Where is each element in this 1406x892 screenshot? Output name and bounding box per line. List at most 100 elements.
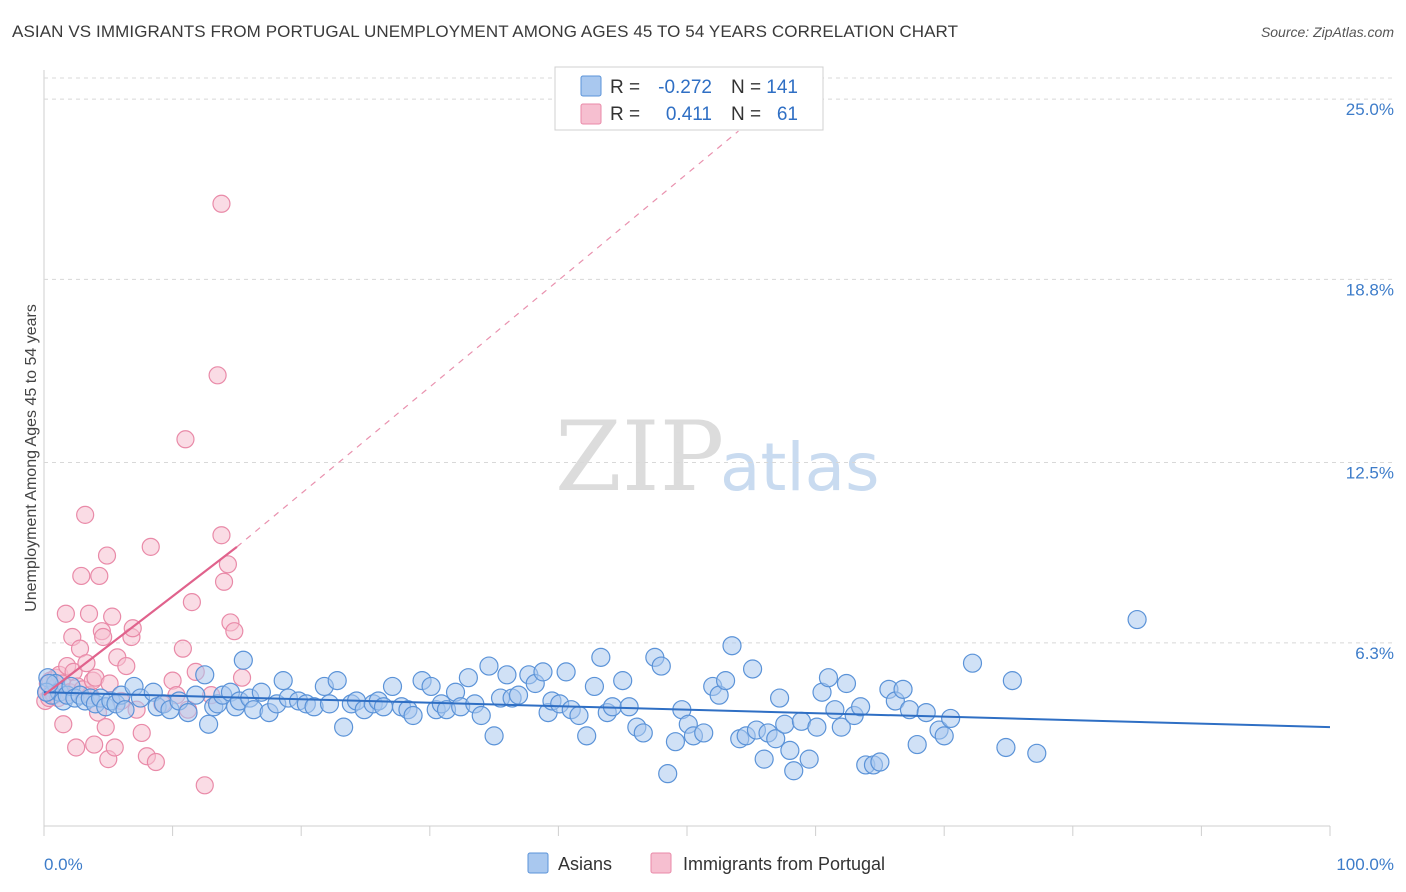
portugal-point (212, 526, 231, 545)
asian-point (775, 714, 795, 734)
asian-point (1127, 609, 1147, 630)
asian-point (870, 752, 890, 772)
asian-point (577, 726, 597, 746)
portugal-point (173, 639, 192, 658)
asian-point (799, 749, 819, 769)
asian-point (694, 723, 714, 743)
legend-r-label-1: R = (610, 77, 640, 98)
portugal-point (225, 622, 244, 641)
asian-point (533, 662, 553, 682)
chart-title: ASIAN VS IMMIGRANTS FROM PORTUGAL UNEMPL… (12, 22, 959, 41)
legend-n-value-2: 61 (777, 104, 798, 125)
legend-swatch-portugal (580, 103, 602, 125)
portugal-point (97, 546, 117, 565)
legend-r-value-1: -0.272 (658, 77, 712, 98)
asian-point (996, 737, 1016, 758)
legend-r-label-2: R = (610, 104, 640, 125)
asian-point (766, 729, 786, 749)
x-tick-marks (43, 826, 1331, 836)
portugal-point (132, 723, 151, 743)
asian-point (199, 714, 219, 734)
portugal-point (56, 604, 75, 623)
portugal-point (232, 668, 252, 687)
watermark-atlas: atlas (720, 429, 880, 506)
portugal-point (103, 607, 122, 626)
asian-point (251, 682, 271, 702)
legend-n-value-1: 141 (766, 77, 798, 98)
y-tick-label: 12.5% (1346, 464, 1394, 483)
portugal-point (208, 366, 227, 385)
asian-point (836, 673, 857, 694)
asian-point (754, 749, 774, 769)
asian-point (851, 697, 871, 717)
asian-point (934, 726, 954, 746)
trendlines (43, 130, 1331, 729)
asian-point (115, 700, 135, 720)
asian-point (233, 650, 253, 670)
portugal-point (176, 430, 195, 449)
asian-point (273, 671, 293, 691)
asian-point (1027, 743, 1047, 763)
asian-point (178, 702, 198, 723)
legend-n-label-1: N = (731, 77, 761, 98)
portugal-point (76, 505, 95, 524)
series-legend-label-asian: Asians (558, 854, 612, 874)
y-axis-label: Unemployment Among Ages 45 to 54 years (23, 304, 40, 612)
asian-point (769, 688, 790, 708)
portugal-point (182, 593, 201, 612)
asian-trendline (43, 691, 1331, 729)
y-tick-label: 6.3% (1355, 644, 1394, 663)
asian-point (633, 723, 653, 743)
portugal-trendline (43, 545, 238, 697)
asian-point (665, 732, 686, 752)
y-tick-labels: 6.3% 12.5% 18.8% 25.0% (1346, 100, 1394, 663)
asian-point (1002, 671, 1022, 691)
asian-point (186, 685, 206, 705)
asian-point (784, 761, 804, 781)
asian-point (484, 726, 504, 746)
asian-point (742, 659, 763, 679)
asian-point (195, 665, 215, 685)
asian-point (458, 668, 478, 688)
asian-point (319, 694, 340, 714)
asian-point (907, 734, 927, 755)
series-legend-label-portugal: Immigrants from Portugal (683, 854, 885, 874)
portugal-point (85, 735, 104, 754)
portugal-point (90, 566, 109, 586)
legend-swatch-asian (580, 75, 602, 97)
asian-point (825, 700, 845, 720)
asian-point (962, 653, 983, 673)
asian-point (556, 662, 576, 682)
portugal-point (105, 738, 124, 757)
asian-point (403, 705, 423, 726)
asian-point (471, 705, 491, 726)
asian-point (327, 671, 347, 691)
series-legend-swatch-asian (527, 852, 549, 874)
series-legend-swatch-portugal (650, 852, 672, 874)
asian-point (619, 697, 639, 717)
portugal-trendline-extension (236, 130, 739, 548)
series-legend: Asians Immigrants from Portugal (527, 852, 885, 874)
asian-point (916, 702, 936, 723)
portugal-point (117, 656, 136, 676)
asian-point (722, 636, 742, 656)
source-label: Source: ZipAtlas.com (1260, 24, 1394, 40)
asian-point (591, 647, 611, 667)
asian-point (651, 656, 671, 676)
asian-point (831, 717, 851, 737)
asian-point (584, 676, 605, 697)
asian-point (893, 679, 913, 699)
portugal-point (212, 194, 231, 213)
portugal-point (94, 627, 113, 647)
asian-point (818, 668, 839, 688)
asian-point (479, 656, 499, 676)
y-tick-label: 25.0% (1346, 100, 1394, 119)
x-tick-label-max: 100.0% (1336, 855, 1394, 874)
asian-point (658, 764, 678, 784)
portugal-point (79, 604, 99, 623)
gridlines (44, 77, 1394, 644)
portugal-point (195, 776, 214, 795)
asian-point (421, 676, 441, 697)
legend-r-value-2: 0.411 (666, 104, 712, 125)
asian-point (508, 685, 529, 705)
